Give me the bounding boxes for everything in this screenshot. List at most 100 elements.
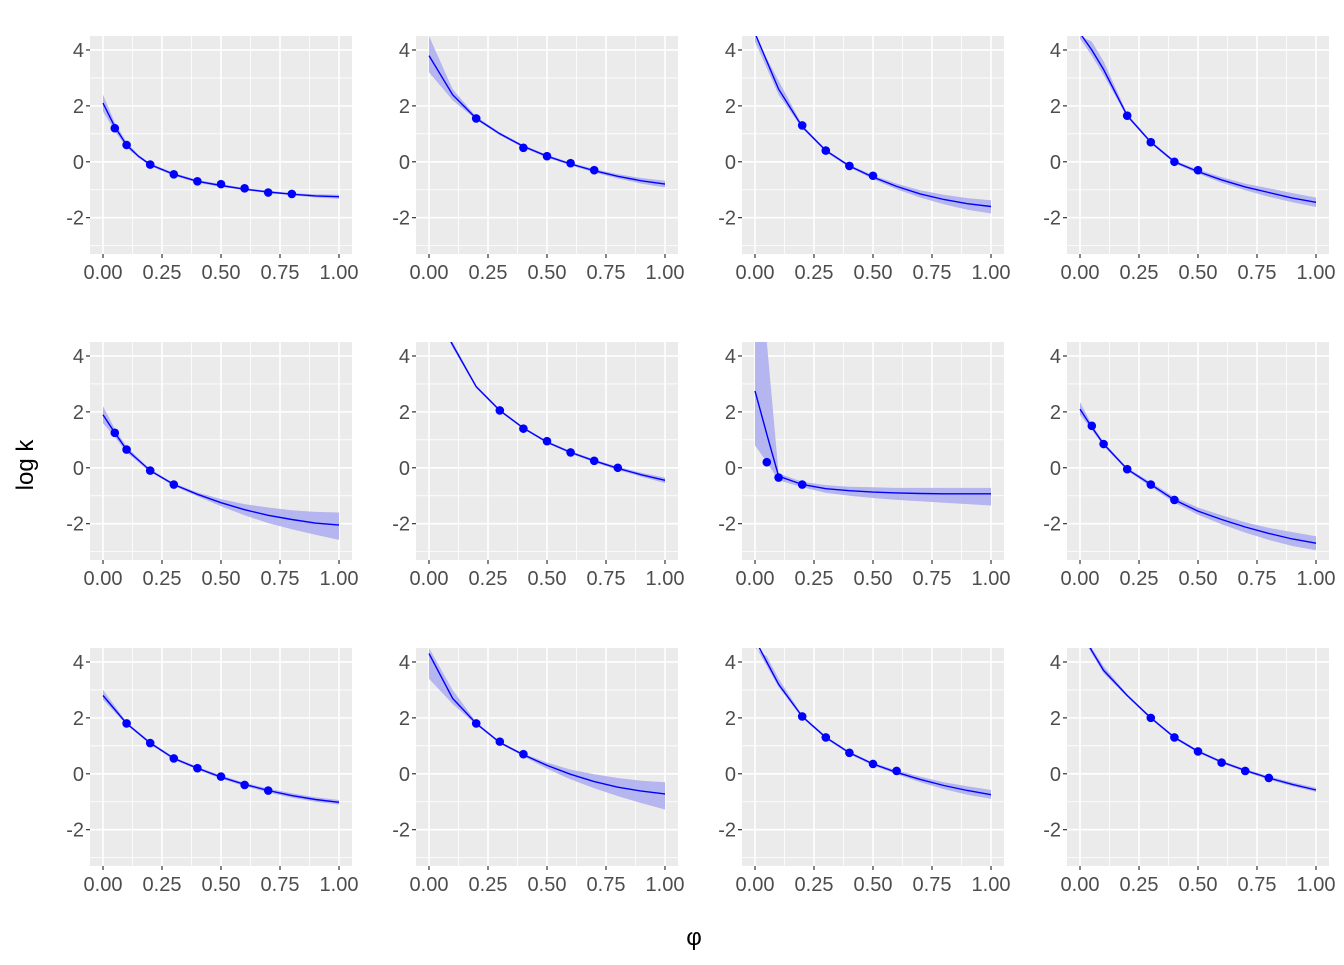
x-tick-label: 0.75 — [587, 568, 626, 590]
data-point — [821, 733, 831, 742]
plot-area — [102, 689, 340, 805]
x-tick-label: 0.25 — [143, 874, 182, 896]
plot-area — [102, 406, 340, 540]
plot-area — [755, 36, 992, 214]
y-tick-label: 4 — [73, 346, 84, 368]
x-tick-label: 0.75 — [913, 568, 952, 590]
y-tick-label: 2 — [1050, 708, 1061, 730]
data-point — [1193, 747, 1203, 756]
x-tick-label: 0.75 — [587, 262, 626, 284]
fitted-line — [428, 653, 666, 795]
data-point — [1146, 480, 1156, 489]
x-tick-label: 0.75 — [261, 262, 300, 284]
data-point — [145, 738, 155, 748]
y-tick-label: 4 — [73, 652, 84, 674]
x-tick-label: 0.50 — [1179, 874, 1218, 896]
data-point — [1193, 165, 1203, 175]
data-point — [774, 473, 783, 482]
x-tick-label: 0.25 — [469, 568, 508, 590]
facet-panel-2: -2 0 2 4 0.00 0.25 0.50 0.75 1.00 — [392, 36, 684, 284]
data-point — [122, 719, 131, 728]
data-point — [519, 749, 528, 759]
facet-panel-11: -2 0 2 4 0.00 0.25 0.50 0.75 1.00 — [718, 648, 1010, 896]
y-tick-label: -2 — [718, 820, 736, 842]
y-tick-label: 0 — [725, 458, 736, 480]
data-point — [145, 466, 155, 475]
plot-area — [1080, 648, 1317, 792]
y-tick-label: 2 — [399, 402, 410, 424]
x-tick-label: 1.00 — [1297, 262, 1336, 284]
x-tick-label: 0.00 — [736, 568, 775, 590]
data-point — [762, 457, 772, 467]
data-point — [122, 445, 131, 454]
y-tick-label: 4 — [399, 652, 410, 674]
y-tick-label: 4 — [725, 40, 736, 62]
x-axis-title: φ — [686, 924, 702, 951]
data-point — [287, 189, 297, 199]
data-point — [845, 748, 854, 758]
data-point — [542, 151, 552, 161]
x-tick-label: 0.75 — [913, 874, 952, 896]
data-point — [193, 177, 202, 186]
x-tick-label: 0.00 — [736, 262, 775, 284]
y-tick-label: 0 — [1050, 152, 1061, 174]
data-point — [1170, 495, 1179, 505]
data-point — [1099, 439, 1108, 449]
facet-panel-10: -2 0 2 4 0.00 0.25 0.50 0.75 1.00 — [392, 648, 684, 896]
y-tick-label: 2 — [1050, 402, 1061, 424]
y-tick-label: 2 — [399, 96, 410, 118]
data-point — [1146, 713, 1156, 723]
x-tick-label: 0.75 — [261, 874, 300, 896]
x-tick-label: 0.00 — [84, 568, 123, 590]
x-tick-label: 0.50 — [528, 568, 567, 590]
data-point — [566, 448, 575, 457]
y-tick-label: 2 — [73, 708, 84, 730]
x-tick-label: 1.00 — [320, 874, 359, 896]
confidence-band — [429, 648, 665, 810]
facet-panel-1: -2 0 2 4 0.00 0.25 0.50 0.75 1.00 — [66, 36, 358, 284]
x-tick-label: 0.75 — [1238, 262, 1277, 284]
x-tick-label: 1.00 — [1297, 874, 1336, 896]
x-tick-label: 0.50 — [528, 874, 567, 896]
x-tick-label: 1.00 — [646, 568, 685, 590]
data-point — [110, 428, 120, 438]
x-tick-label: 1.00 — [320, 262, 359, 284]
y-tick-label: 0 — [399, 458, 410, 480]
data-point — [193, 763, 202, 773]
plot-area — [428, 648, 666, 810]
y-tick-label: -2 — [718, 208, 736, 230]
plot-area — [449, 342, 666, 484]
y-tick-label: 2 — [725, 96, 736, 118]
y-tick-label: -2 — [392, 820, 410, 842]
x-tick-label: 0.75 — [261, 568, 300, 590]
x-tick-label: 0.75 — [1238, 568, 1277, 590]
x-tick-label: 0.50 — [202, 262, 241, 284]
data-point — [1146, 137, 1156, 147]
data-point — [845, 161, 854, 171]
x-tick-label: 0.75 — [1238, 874, 1277, 896]
x-tick-label: 0.50 — [528, 262, 567, 284]
y-tick-label: 2 — [725, 708, 736, 730]
data-point — [613, 463, 623, 473]
x-tick-label: 0.75 — [587, 874, 626, 896]
data-point — [892, 766, 901, 776]
plot-area — [102, 94, 340, 199]
data-point — [240, 184, 249, 193]
confidence-band — [103, 406, 339, 540]
data-point — [216, 179, 226, 189]
x-tick-label: 0.25 — [143, 262, 182, 284]
x-tick-label: 0.25 — [795, 568, 834, 590]
data-point — [542, 436, 552, 446]
data-point — [1264, 773, 1274, 783]
x-tick-label: 0.00 — [84, 874, 123, 896]
y-tick-label: -2 — [718, 514, 736, 536]
data-point — [797, 121, 807, 130]
x-tick-label: 0.50 — [202, 874, 241, 896]
plot-area — [1080, 36, 1317, 207]
y-tick-label: 2 — [725, 402, 736, 424]
data-point — [145, 160, 155, 169]
data-point — [868, 759, 878, 769]
y-tick-label: 0 — [1050, 764, 1061, 786]
confidence-band — [1080, 402, 1316, 551]
fitted-line — [758, 648, 992, 796]
